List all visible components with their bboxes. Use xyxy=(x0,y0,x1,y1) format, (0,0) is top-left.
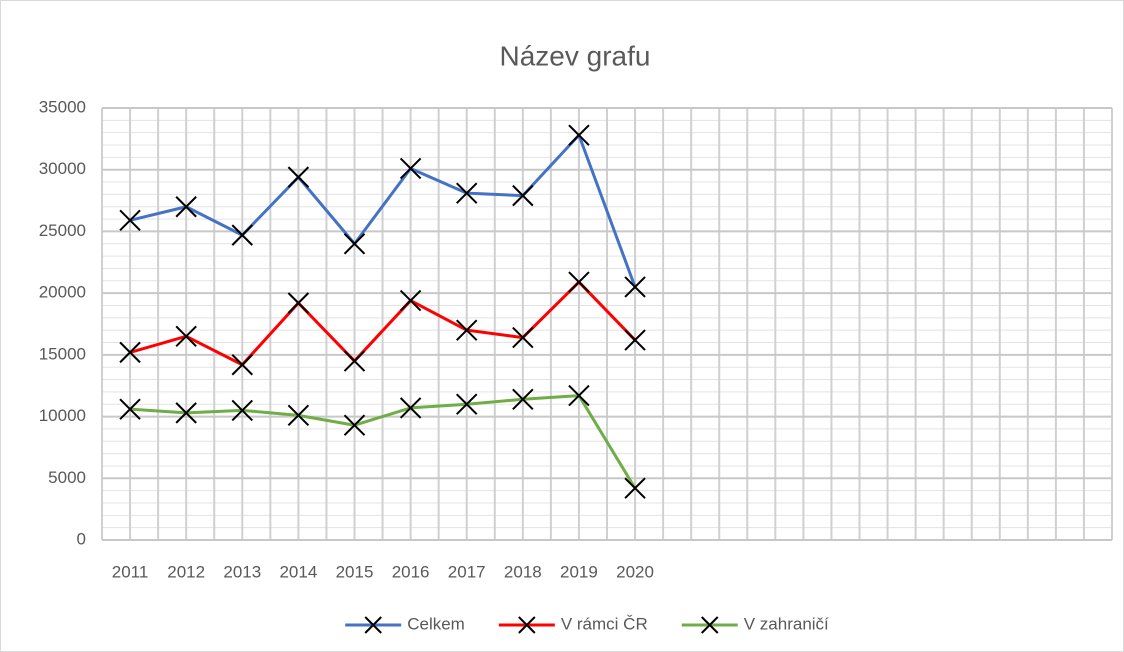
marker xyxy=(231,354,253,376)
marker xyxy=(343,233,366,255)
legend-label: V rámci ČR xyxy=(561,614,648,633)
marker xyxy=(231,399,253,422)
marker xyxy=(231,224,253,246)
x-tick-label: 2015 xyxy=(336,562,374,581)
marker xyxy=(119,341,141,364)
marker xyxy=(568,124,590,146)
y-tick-label: 20000 xyxy=(39,283,86,302)
marker xyxy=(287,166,310,188)
x-tick-label: 2012 xyxy=(167,562,205,581)
y-tick-label: 15000 xyxy=(39,344,86,363)
marker xyxy=(287,404,310,427)
series-line xyxy=(129,133,637,288)
y-tick-label: 0 xyxy=(77,529,86,548)
y-tick-label: 10000 xyxy=(39,406,86,425)
marker xyxy=(512,388,534,410)
x-tick-label: 2018 xyxy=(504,562,542,581)
x-tick-label: 2019 xyxy=(560,562,598,581)
marker xyxy=(119,398,141,420)
marker xyxy=(512,184,534,207)
marker xyxy=(456,393,478,415)
chart-title: Název grafu xyxy=(500,40,651,71)
legend-label: Celkem xyxy=(407,614,465,633)
marker xyxy=(456,319,478,341)
legend: Celkem V rámci ČR V zahraničí xyxy=(345,614,829,634)
legend-marker xyxy=(364,616,382,634)
marker xyxy=(175,325,197,348)
marker xyxy=(568,384,590,407)
x-tick-label: 2014 xyxy=(279,562,317,581)
marker xyxy=(287,292,310,314)
legend-label: V zahraničí xyxy=(744,614,829,633)
x-tick-label: 2011 xyxy=(112,562,149,581)
marker xyxy=(568,271,590,293)
marker xyxy=(399,289,422,312)
marker xyxy=(175,402,197,424)
marker xyxy=(624,329,646,351)
x-tick-label: 2013 xyxy=(223,562,261,581)
y-tick-label: 5000 xyxy=(48,468,86,487)
marker xyxy=(175,196,197,218)
y-tick-label: 30000 xyxy=(39,159,86,178)
x-tick-label: 2020 xyxy=(616,562,654,581)
x-tick-label: 2016 xyxy=(392,562,430,581)
marker xyxy=(399,157,422,180)
y-tick-label: 35000 xyxy=(39,97,86,116)
marker xyxy=(624,276,646,298)
legend-marker xyxy=(518,616,536,634)
x-tick-label: 2017 xyxy=(448,562,486,581)
marker xyxy=(399,397,422,419)
y-tick-label: 25000 xyxy=(39,221,86,240)
legend-marker xyxy=(701,616,719,634)
marker xyxy=(624,477,646,499)
series-line xyxy=(129,394,637,489)
marker xyxy=(343,350,366,372)
marker xyxy=(512,326,534,349)
marker xyxy=(343,414,366,436)
series-line xyxy=(129,280,637,367)
marker xyxy=(456,182,478,204)
marker xyxy=(119,209,141,232)
